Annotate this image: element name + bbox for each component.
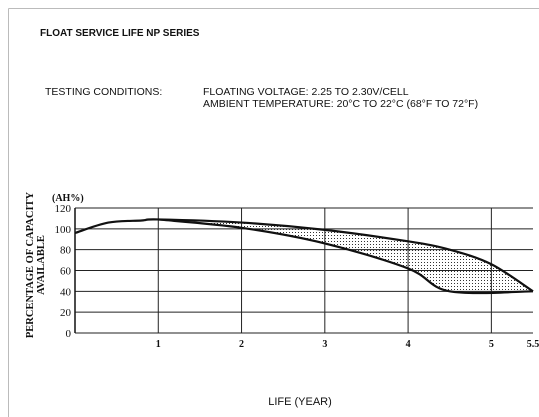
- y-tick-label: 0: [66, 328, 72, 340]
- conditions-label: TESTING CONDITIONS:: [45, 86, 162, 98]
- y-tick-label: 60: [60, 266, 72, 278]
- line: [158, 218, 534, 295]
- x-tick-label: 5.5: [527, 339, 539, 350]
- condition: AMBIENT TEMPERATURE: 20°C TO 22°C (68°F …: [203, 98, 478, 110]
- chart-title: FLOAT SERVICE LIFE NP SERIES: [40, 28, 200, 39]
- y-axis-label: PERCENTAGE OF CAPACITY: [25, 191, 36, 338]
- x-tick-label: 2: [239, 339, 244, 350]
- y-tick-label: 80: [60, 245, 72, 257]
- x-tick-label: 3: [322, 339, 327, 350]
- band-area: [158, 219, 534, 294]
- condition: FLOATING VOLTAGE: 2.25 TO 2.30V/CELL: [203, 86, 409, 98]
- x-tick-label: 5: [489, 339, 494, 350]
- y-tick-label: 20: [60, 307, 72, 319]
- y-unit: (AH%): [52, 193, 84, 204]
- x-axis-label: LIFE (YEAR): [268, 396, 332, 408]
- line: [74, 218, 534, 293]
- x-tick-label: 4: [406, 339, 411, 350]
- x-tick-label: 1: [156, 339, 161, 350]
- y-tick-label: 100: [55, 224, 72, 236]
- y-axis-label: AVAILABLE: [36, 235, 47, 295]
- y-tick-label: 40: [60, 286, 72, 298]
- y-tick-label: 120: [55, 203, 72, 215]
